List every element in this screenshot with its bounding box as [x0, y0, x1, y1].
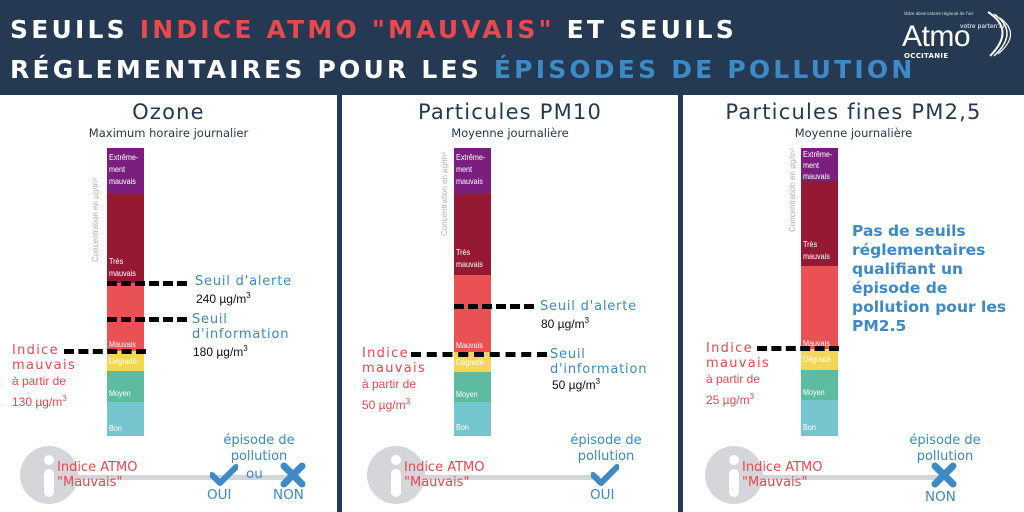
logo-slogan: votre parten'air	[960, 23, 1007, 30]
column-divider	[337, 95, 342, 512]
cross-icon	[280, 462, 306, 488]
information-value: 180 µg/m3	[193, 344, 248, 359]
title-episodes: ÉPISODES DE POLLUTION	[493, 55, 916, 84]
title-line-1: SEUILS INDICE ATMO "MAUVAIS" ET SEUILS	[10, 15, 737, 44]
indice-mauvais-line	[757, 346, 839, 351]
no-label: NON	[925, 489, 956, 505]
info-icon	[367, 446, 425, 504]
pm10-gauge: Extrême- ment mauvais Très mauvais Mauva…	[454, 148, 491, 436]
indice-atmo-mauvais-label: Indice ATMO "Mauvais"	[57, 460, 138, 490]
information-indice-line	[411, 352, 547, 357]
alerte-value: 240 µg/m3	[196, 291, 251, 306]
logo-name: Atmo	[902, 20, 971, 53]
check-icon	[591, 464, 619, 486]
indice-mauvais-line	[64, 349, 146, 354]
segment-moyen: Moyen	[107, 371, 144, 402]
indice-mauvais-label: Indice mauvais à partir de 130 µg/m3	[12, 343, 77, 409]
title-et-seuils: ET SEUILS	[554, 15, 737, 44]
indice-mauvais-label: Indice mauvais à partir de 50 µg/m3	[362, 346, 427, 412]
pollutant-name: Particules fines PM2,5	[725, 100, 982, 124]
pm25-gauge: Extrême- ment mauvais Très mauvais Mauva…	[801, 148, 838, 436]
logo-tagline: Votre observatoire régional de l'air	[904, 11, 974, 16]
pollutant-metric: Moyenne journalière	[794, 126, 913, 140]
column-divider	[678, 95, 683, 512]
information-title: Seuil d'information	[192, 312, 290, 342]
ozone-heading: Ozone Maximum horaire journalier	[0, 99, 337, 141]
information-title: Seuil d'information	[550, 347, 648, 377]
alerte-value: 80 µg/m3	[541, 316, 590, 331]
alerte-threshold-line	[107, 281, 187, 286]
segment-degrade: Dégradé	[107, 351, 144, 371]
axis-label: Concentration en µg/m³	[788, 148, 797, 232]
pollutant-metric: Maximum horaire journalier	[88, 126, 249, 140]
alerte-title: Seuil d'alerte	[195, 274, 292, 289]
atmo-occitanie-logo: Votre observatoire régional de l'air vot…	[900, 8, 1020, 60]
logo-swoosh-icon	[987, 11, 1012, 57]
axis-label: Concentration en µg/m³	[440, 152, 449, 236]
pollutant-metric: Moyenne journalière	[451, 126, 569, 140]
segment-moyen: Moyen	[801, 370, 838, 400]
header-banner: SEUILS INDICE ATMO "MAUVAIS" ET SEUILS R…	[0, 0, 1024, 95]
segment-extremement-mauvais: Extrême- ment mauvais	[801, 148, 838, 181]
info-track	[740, 475, 940, 480]
indice-atmo-mauvais-label: Indice ATMO "Mauvais"	[742, 460, 823, 490]
segment-bon: Bon	[107, 402, 144, 436]
cross-icon	[931, 462, 957, 488]
check-icon	[210, 464, 238, 486]
segment-moyen: Moyen	[454, 372, 491, 402]
segment-extremement-mauvais: Extrême- ment mauvais	[454, 148, 491, 194]
title-seuils: SEUILS	[10, 15, 140, 44]
yes-label: OUI	[590, 487, 615, 503]
no-regulatory-threshold-note: Pas de seuils réglementaires qualifiant …	[852, 222, 1007, 335]
info-icon	[705, 446, 763, 504]
no-label: NON	[273, 487, 304, 503]
segment-mauvais: Mauvais	[454, 275, 491, 352]
episode-pollution-label: épisode de pollution	[909, 433, 981, 464]
segment-extremement-mauvais: Extrême- ment mauvais	[107, 148, 144, 193]
info-track	[55, 475, 300, 480]
segment-tres-mauvais: Très mauvais	[107, 193, 144, 283]
info-icon	[20, 446, 78, 504]
yes-label: OUI	[207, 487, 232, 503]
logo-region: OCCITANIE	[904, 52, 949, 60]
segment-degrade: Dégradé	[801, 349, 838, 370]
title-line-2: RÉGLEMENTAIRES POUR LES ÉPISODES DE POLL…	[10, 55, 916, 84]
indice-mauvais-label: Indice mauvais à partir de 25 µg/m3	[706, 341, 771, 407]
segment-tres-mauvais: Très mauvais	[454, 194, 491, 275]
information-threshold-line	[107, 317, 187, 322]
episode-pollution-label: épisode de pollution	[570, 433, 642, 464]
episode-pollution-label: épisode de pollution	[223, 433, 295, 464]
alerte-title: Seuil d'alerte	[540, 299, 637, 314]
alerte-threshold-line	[454, 304, 534, 309]
segment-tres-mauvais: Très mauvais	[801, 181, 838, 266]
info-track	[400, 475, 600, 480]
ozone-gauge: Extrême- ment mauvais Très mauvais Mauva…	[107, 148, 144, 436]
segment-bon: Bon	[454, 402, 491, 436]
indice-atmo-mauvais-label: Indice ATMO "Mauvais"	[404, 460, 485, 490]
pm10-heading: Particules PM10 Moyenne journalière	[342, 99, 678, 141]
segment-bon: Bon	[801, 400, 838, 436]
or-label: ou	[246, 466, 263, 482]
pm25-heading: Particules fines PM2,5 Moyenne journaliè…	[683, 99, 1024, 141]
title-indice-atmo: INDICE ATMO "MAUVAIS"	[139, 15, 555, 44]
information-value: 50 µg/m3	[552, 377, 601, 392]
title-reglementaires: RÉGLEMENTAIRES POUR LES	[10, 55, 494, 84]
segment-mauvais: Mauvais	[801, 266, 838, 349]
segment-degrade: Dégradé	[454, 352, 491, 372]
pollutant-name: Particules PM10	[417, 100, 603, 124]
pollutant-name: Ozone	[132, 100, 205, 124]
axis-label: Concentration en µg/m³	[91, 178, 100, 262]
